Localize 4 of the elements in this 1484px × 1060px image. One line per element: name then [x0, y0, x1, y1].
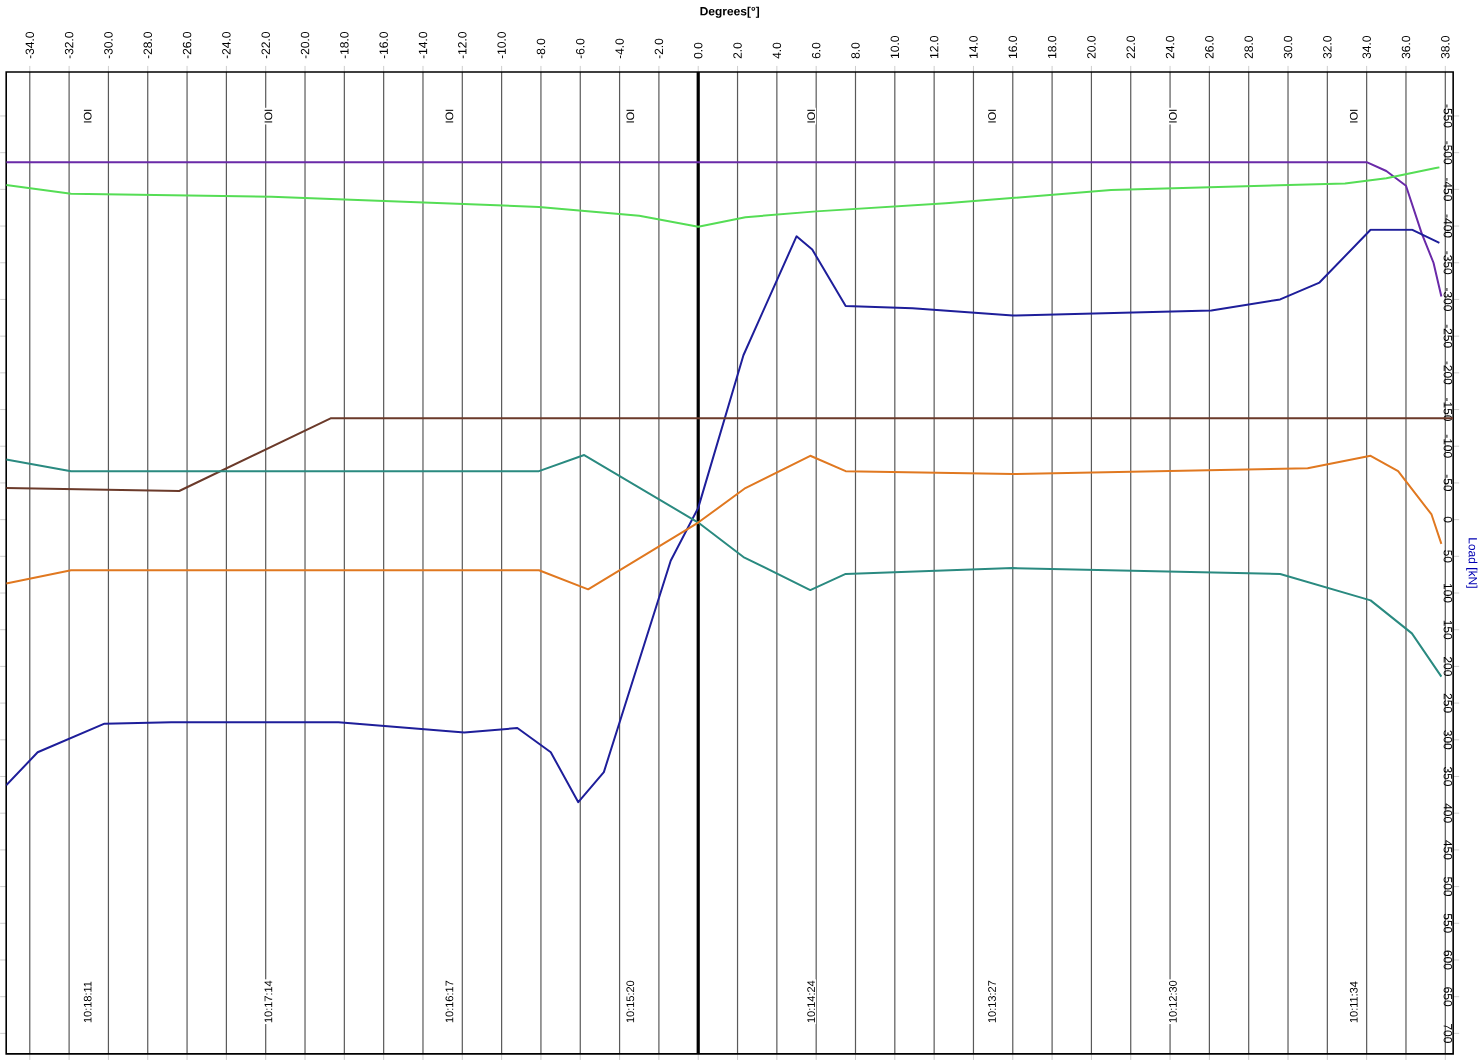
line-series: [6, 228, 1441, 804]
line-series: [6, 166, 1441, 228]
line-series: [6, 454, 1443, 678]
line-series: [6, 454, 1443, 591]
